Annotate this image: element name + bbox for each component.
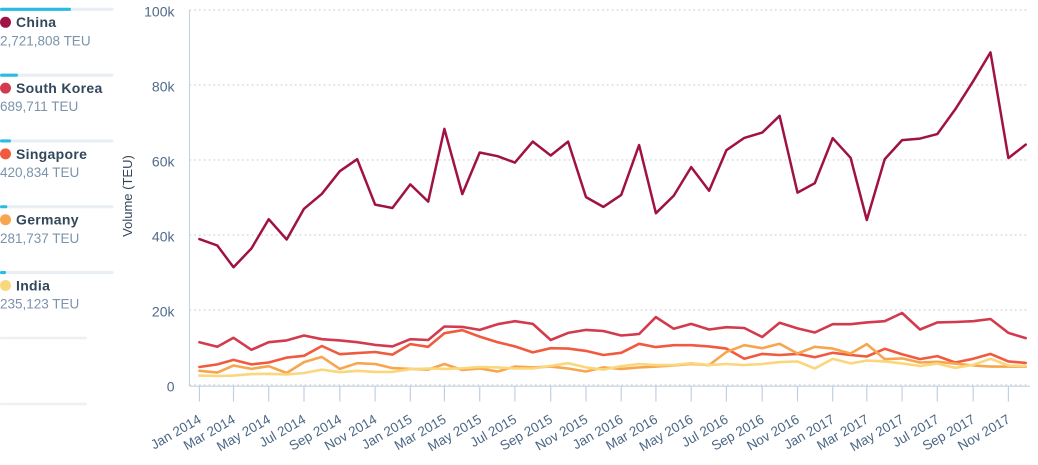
svg-text:Germany: Germany — [16, 212, 79, 228]
svg-text:China: China — [16, 14, 56, 30]
svg-text:40k: 40k — [152, 229, 176, 245]
svg-text:20k: 20k — [152, 304, 176, 320]
svg-text:2,721,808 TEU: 2,721,808 TEU — [0, 33, 91, 48]
svg-text:India: India — [16, 277, 50, 293]
svg-text:689,711 TEU: 689,711 TEU — [0, 99, 78, 114]
svg-text:420,834 TEU: 420,834 TEU — [0, 165, 79, 180]
svg-text:Singapore: Singapore — [16, 146, 87, 162]
svg-text:281,737 TEU: 281,737 TEU — [0, 231, 79, 246]
svg-text:60k: 60k — [152, 154, 176, 170]
svg-text:235,123 TEU: 235,123 TEU — [0, 297, 79, 312]
svg-text:80k: 80k — [152, 79, 176, 95]
svg-text:Volume (TEU): Volume (TEU) — [120, 155, 135, 237]
svg-text:South Korea: South Korea — [16, 80, 103, 96]
svg-text:0: 0 — [167, 379, 175, 395]
svg-text:100k: 100k — [144, 4, 175, 20]
